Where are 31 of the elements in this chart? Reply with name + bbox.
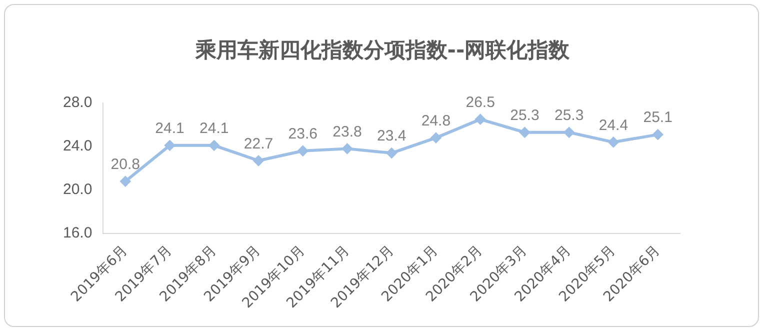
point [386,148,398,159]
point [652,129,664,140]
y-tick-label: 24.0 [62,138,92,155]
data-label: 23.4 [376,128,406,145]
point [252,155,264,166]
point [208,140,220,151]
point [519,126,530,138]
point [164,140,176,151]
data-label: 24.4 [598,116,628,134]
point [342,143,353,154]
data-label: 22.7 [244,135,274,152]
point [474,114,486,125]
data-label: 25.3 [554,107,584,124]
y-tick-label: 28.0 [62,94,92,112]
point [564,126,575,138]
data-label: 26.5 [466,94,495,111]
point [608,136,619,148]
data-label: 23.8 [332,123,362,140]
chart-title: 乘用车新四化指数分项指数--网联化指数 [194,37,571,64]
data-label: 24.1 [155,120,184,138]
y-tick-label: 20.0 [62,181,92,198]
data-label: 24.8 [421,112,451,130]
data-label: 25.1 [643,109,672,126]
data-label: 25.3 [510,107,540,124]
data-label: 24.1 [200,120,229,138]
data-label: 20.8 [110,156,140,173]
y-tick-label: 16.0 [62,224,92,242]
point [120,176,131,187]
point [430,132,442,144]
data-label: 23.6 [288,126,318,142]
point [297,145,308,156]
